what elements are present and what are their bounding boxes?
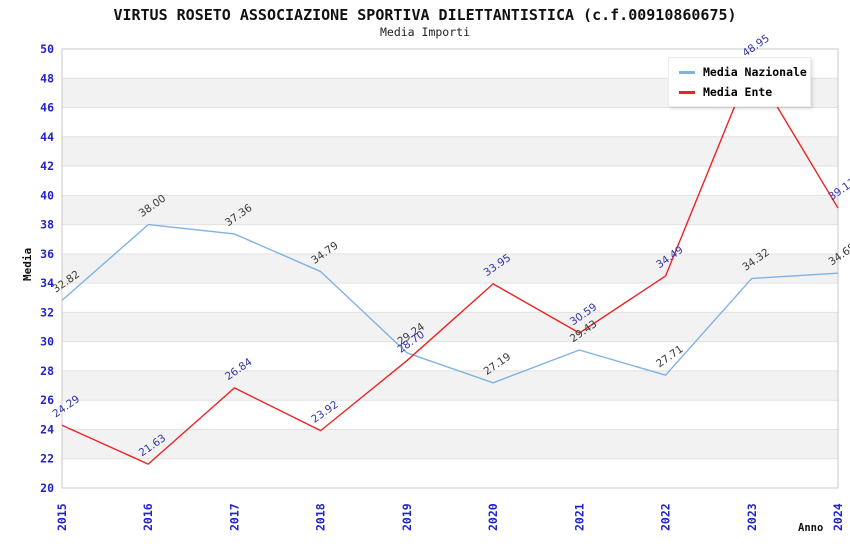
legend-label-media-ente: Media Ente (703, 85, 773, 99)
x-tick-label-2023: 2023 (745, 503, 759, 531)
y-tick-label-26: 26 (40, 393, 54, 407)
y-tick-label-36: 36 (40, 247, 54, 261)
legend-item-media-ente[interactable]: Media Ente (679, 85, 800, 99)
media-nazionale-line-swatch (679, 70, 695, 74)
y-axis-title: Media (21, 248, 34, 281)
x-tick-label-2016: 2016 (141, 503, 155, 531)
legend-label-media-nazionale: Media Nazionale (703, 65, 807, 79)
media-ente-line (61, 63, 839, 465)
y-tick-label-50: 50 (40, 42, 54, 56)
y-tick-label-22: 22 (40, 452, 54, 466)
grid-band (62, 312, 838, 342)
y-tick-label-48: 48 (40, 71, 54, 85)
x-tick-label-2022: 2022 (659, 503, 673, 531)
x-tick-label-2015: 2015 (55, 503, 69, 531)
grid-band (62, 195, 838, 225)
chart-subtitle: Media Importi (379, 25, 470, 39)
y-tick-label-30: 30 (40, 335, 54, 349)
y-tick-label-28: 28 (40, 364, 54, 378)
grid-band (62, 136, 838, 167)
data-label-media-ente-2023: 48.95 (740, 32, 772, 59)
y-tick-label-34: 34 (40, 276, 54, 290)
y-tick-label-42: 42 (40, 159, 54, 173)
data-label-media-ente-2018: 23.92 (309, 399, 341, 426)
x-axis-title: Anno (798, 522, 823, 534)
x-tick-label-2020: 2020 (486, 503, 500, 531)
x-tick-label-2018: 2018 (314, 503, 328, 531)
y-tick-label-38: 38 (40, 218, 54, 232)
data-label-media-nazionale-2022: 27.71 (654, 343, 686, 370)
legend: Media Nazionale Media Ente (668, 57, 811, 107)
grid-band (62, 370, 838, 401)
media-nazionale-line (61, 223, 839, 384)
y-tick-label-20: 20 (40, 481, 54, 495)
y-tick-label-24: 24 (40, 422, 54, 436)
x-tick-label-2019: 2019 (400, 503, 414, 531)
y-tick-label-44: 44 (40, 130, 54, 144)
grid-band (62, 429, 838, 459)
y-tick-label-40: 40 (40, 188, 54, 202)
y-tick-label-46: 46 (40, 101, 54, 115)
x-tick-label-2017: 2017 (227, 503, 241, 531)
y-tick-label-32: 32 (40, 305, 54, 319)
x-tick-label-2024: 2024 (831, 503, 845, 531)
media-ente-line-swatch (679, 90, 695, 94)
x-tick-label-2021: 2021 (572, 503, 586, 531)
legend-item-media-nazionale[interactable]: Media Nazionale (679, 65, 807, 79)
plot-frame (61, 48, 839, 489)
chart-title: VIRTUS ROSETO ASSOCIAZIONE SPORTIVA DILE… (113, 6, 737, 24)
grid-band (62, 253, 838, 284)
